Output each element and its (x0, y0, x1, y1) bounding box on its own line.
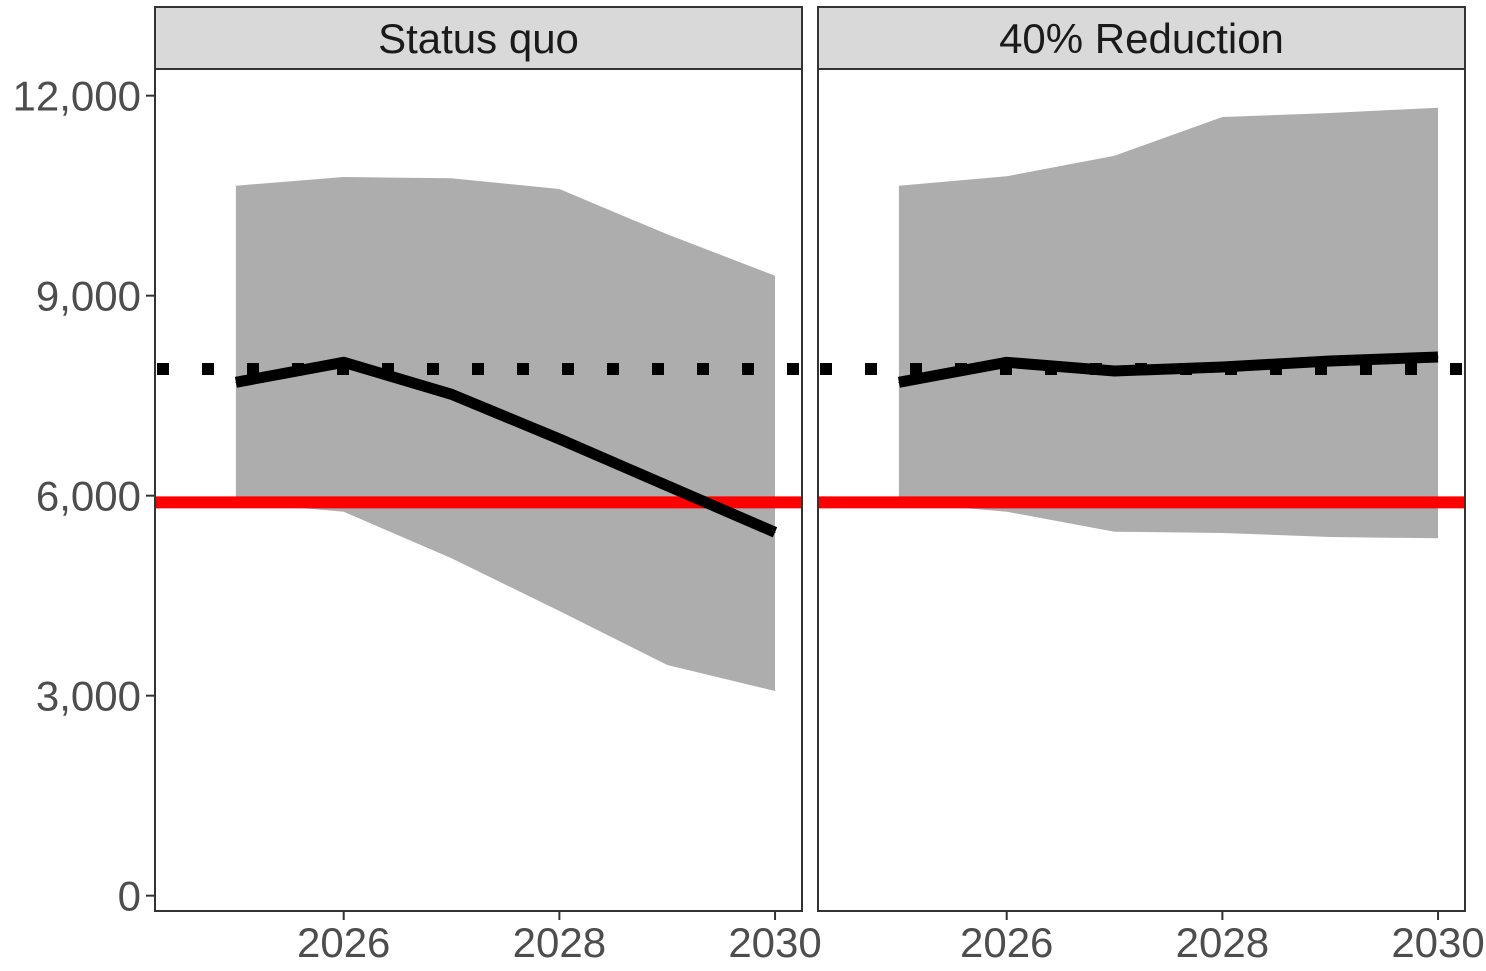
x-tick-label: 2028 (1176, 919, 1269, 966)
facet-label: 40% Reduction (999, 15, 1284, 62)
median-line (234, 356, 778, 538)
median-point (666, 485, 668, 487)
median-point (1006, 361, 1008, 363)
y-tick-label: 9,000 (36, 273, 141, 320)
y-tick-label: 12,000 (13, 73, 141, 120)
x-tick-label: 2030 (1391, 919, 1484, 966)
median-line (897, 351, 1439, 388)
facet-strip (817, 6, 1466, 70)
x-tick-label: 2030 (728, 919, 821, 966)
median-point (451, 393, 453, 395)
y-tick-label: 0 (118, 873, 141, 920)
median-point (1114, 370, 1116, 372)
median-point (898, 381, 900, 383)
uncertainty-band (235, 177, 775, 691)
facet-label: Status quo (378, 15, 579, 62)
facet-strip (154, 6, 803, 70)
plot-area (155, 177, 802, 691)
panels: Status quo 2026 2028 2030 40% Reduction 2026 2… (154, 6, 1485, 966)
median-point (343, 361, 345, 363)
panel-reduction: 40% Reduction 2026 2028 2030 (817, 6, 1485, 966)
y-axis: 0 3,000 6,000 9,000 12,000 (13, 73, 155, 920)
median-point (558, 438, 560, 440)
panel-status-quo: Status quo 2026 2028 2030 (154, 6, 822, 966)
median-point (1329, 360, 1331, 362)
x-tick-label: 2026 (297, 919, 390, 966)
x-tick-label: 2028 (513, 919, 606, 966)
median-point (1221, 366, 1223, 368)
uncertainty-band (898, 107, 1438, 539)
y-tick-label: 6,000 (36, 473, 141, 520)
median-point (774, 531, 776, 533)
median-point (235, 381, 237, 383)
x-tick-label: 2026 (960, 919, 1053, 966)
plot-area (818, 107, 1465, 539)
y-tick-label: 3,000 (36, 673, 141, 720)
median-point (1437, 356, 1439, 358)
